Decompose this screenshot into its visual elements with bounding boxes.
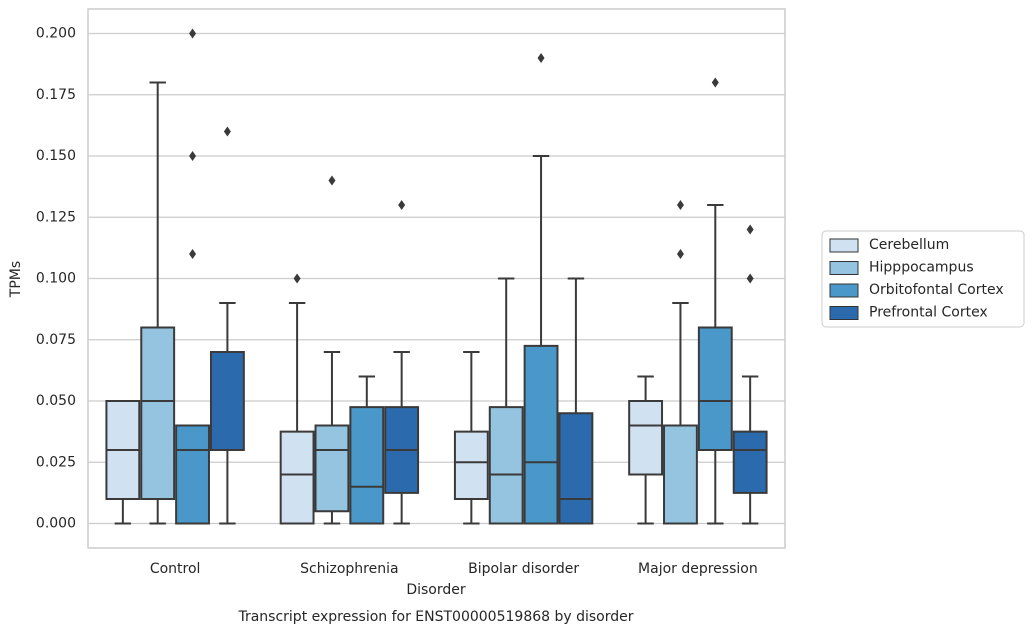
legend-swatch: [829, 306, 859, 320]
legend-label: Orbitofontal Cortex: [869, 282, 1004, 298]
legend-label: Prefrontal Cortex: [869, 305, 988, 321]
y-tick-label: 0.075: [36, 332, 76, 348]
x-tick-label: Control: [150, 561, 201, 577]
box: [663, 424, 698, 525]
y-tick-label: 0.125: [36, 209, 76, 225]
legend-swatch: [829, 261, 859, 275]
outlier: [189, 28, 197, 39]
box: [314, 424, 350, 513]
box: [628, 400, 664, 476]
box: [523, 344, 559, 525]
y-tick-label: 0.025: [36, 454, 76, 470]
box: [697, 326, 733, 451]
y-tick-label: 0.000: [36, 516, 76, 532]
y-tick-label: 0.175: [36, 87, 76, 103]
chart-title: Transcript expression for ENST0000051986…: [237, 609, 633, 625]
outlier: [328, 175, 336, 186]
legend-label: Cerebellum: [869, 237, 949, 253]
box: [209, 351, 245, 451]
box: [349, 406, 385, 525]
legend-box: [821, 230, 1025, 328]
x-tick-label: Major depression: [638, 561, 758, 577]
box: [140, 326, 176, 500]
legend-swatch: [829, 283, 859, 298]
x-axis-label: Disorder: [406, 582, 466, 598]
outlier: [398, 200, 406, 210]
outlier: [746, 224, 754, 235]
box: [175, 424, 210, 525]
x-tick-label: Bipolar disorder: [468, 561, 579, 577]
outlier: [537, 53, 545, 63]
outlier: [676, 249, 684, 259]
box: [279, 430, 315, 525]
y-tick-label: 0.150: [36, 148, 76, 164]
y-axis-label: TPMs: [8, 261, 24, 298]
box: [732, 430, 768, 494]
x-tick-label: Schizophrenia: [300, 561, 398, 577]
outlier: [711, 77, 719, 88]
outlier: [746, 273, 754, 284]
outlier: [223, 126, 231, 137]
outlier: [189, 249, 197, 259]
legend-swatch: [829, 238, 859, 253]
box: [488, 406, 524, 525]
outlier: [293, 273, 301, 284]
box: [453, 430, 489, 500]
box: [558, 412, 594, 525]
y-tick-label: 0.200: [36, 26, 76, 42]
y-tick-label: 0.050: [36, 393, 76, 409]
legend-label: Hipppocampus: [869, 260, 974, 276]
y-tick-label: 0.100: [36, 271, 76, 287]
outlier: [189, 151, 197, 161]
outlier: [676, 200, 684, 210]
